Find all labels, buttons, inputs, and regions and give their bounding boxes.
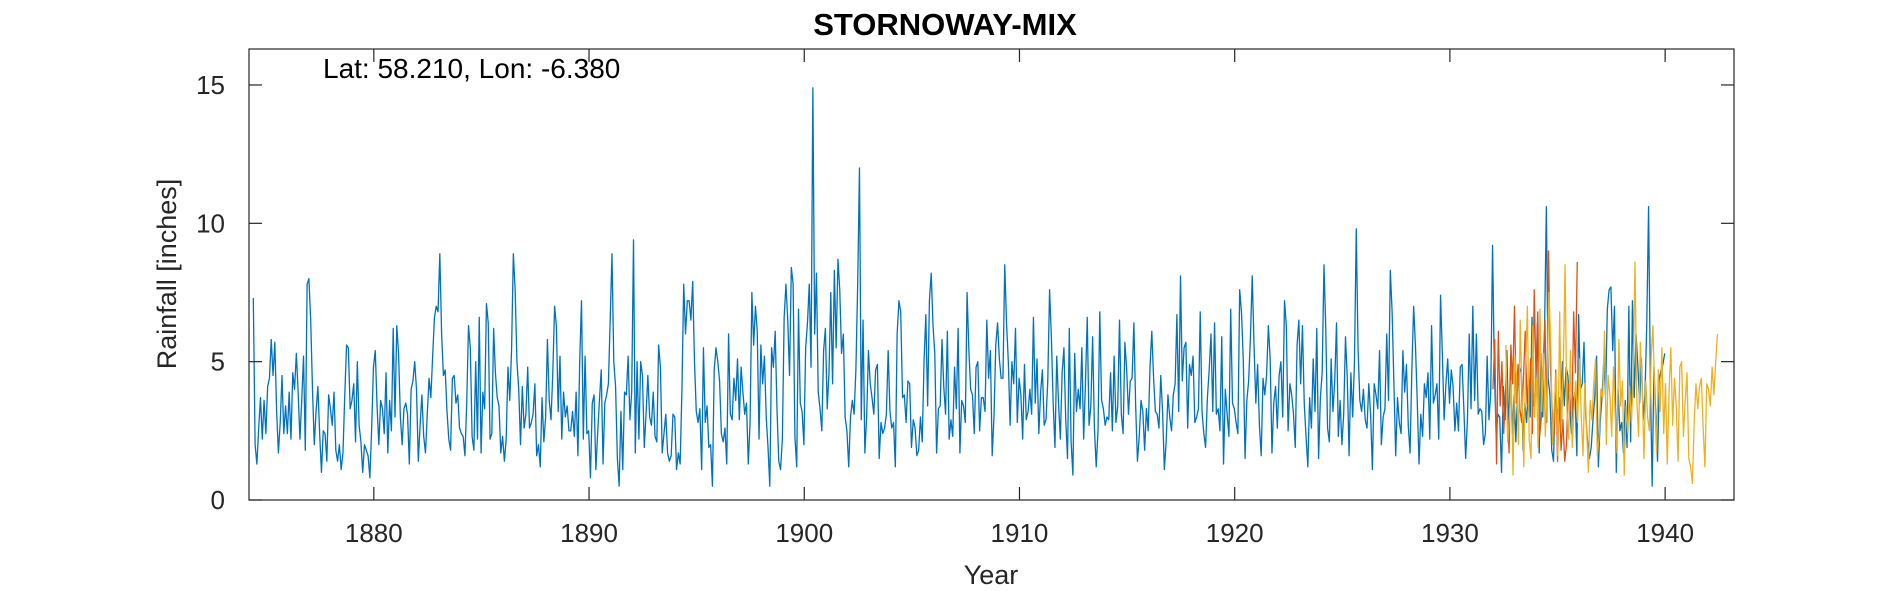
x-tick-label-1900: 1900 xyxy=(775,518,833,548)
x-tick-label-1930: 1930 xyxy=(1421,518,1479,548)
x-axis-label: Year xyxy=(964,560,1019,590)
x-tick-label-1920: 1920 xyxy=(1206,518,1264,548)
series-line-yellow xyxy=(1505,261,1719,485)
x-tick-label-1910: 1910 xyxy=(991,518,1049,548)
chart-title: STORNOWAY-MIX xyxy=(813,7,1077,42)
series-line-blue xyxy=(252,87,1666,487)
y-tick-label-5: 5 xyxy=(211,347,225,377)
x-tick-label-1940: 1940 xyxy=(1636,518,1694,548)
x-tick-label-1890: 1890 xyxy=(560,518,618,548)
y-tick-label-0: 0 xyxy=(211,485,225,515)
y-tick-label-10: 10 xyxy=(196,208,225,238)
axis-layer: 1880 1890 1900 1910 1920 1930 1940 0 5 10 15 xyxy=(196,49,1734,548)
series-layer xyxy=(252,87,1719,487)
y-tick-label-15: 15 xyxy=(196,70,225,100)
y-axis-label: Rainfall [inches] xyxy=(152,179,182,370)
x-tick-label-1880: 1880 xyxy=(345,518,403,548)
lat-lon-annotation: Lat: 58.210, Lon: -6.380 xyxy=(323,53,620,84)
